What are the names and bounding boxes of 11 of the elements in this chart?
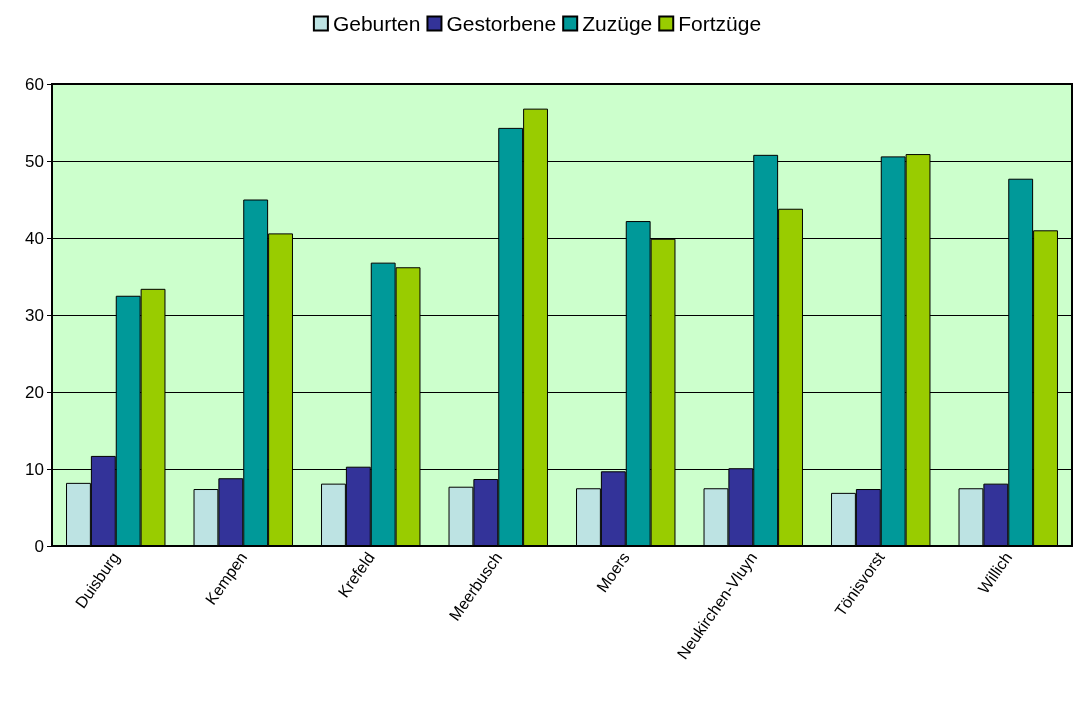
y-tick-label: 50 <box>25 151 44 171</box>
y-tick-label: 10 <box>25 459 44 479</box>
legend-label: Zuzüge <box>582 12 653 35</box>
y-tick-label: 20 <box>25 382 44 402</box>
y-tick-label: 60 <box>25 74 44 94</box>
y-tick-label: 0 <box>34 536 44 556</box>
y-tick-label: 30 <box>25 305 44 325</box>
legend-label: Gestorbene <box>446 12 557 35</box>
legend-label: Geburten <box>332 12 421 35</box>
legend-label: Fortzüge <box>678 12 762 35</box>
y-tick-label: 40 <box>25 228 44 248</box>
